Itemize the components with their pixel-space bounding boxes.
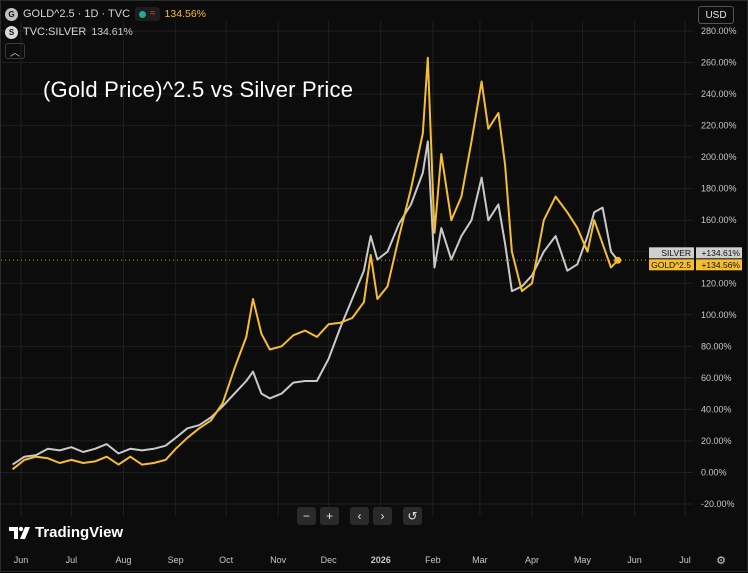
main-symbol-label: GOLD^2.5 · 1D · TVC xyxy=(23,8,131,20)
x-tick-label: Feb xyxy=(425,555,441,565)
tradingview-wordmark: TradingView xyxy=(35,524,124,541)
y-tick-label: 60.00% xyxy=(701,373,732,383)
tradingview-logo-icon xyxy=(9,526,30,539)
x-tick-label: Jun xyxy=(627,555,642,565)
x-tick-label: Dec xyxy=(321,555,338,565)
y-tick-label: 120.00% xyxy=(701,278,737,288)
zoom-in-button[interactable]: + xyxy=(320,507,339,525)
price-tag-name: GOLD^2.5 xyxy=(651,260,691,270)
price-tag-value-box xyxy=(696,247,742,259)
tradingview-brand[interactable]: TradingView xyxy=(9,524,123,541)
y-tick-label: 0.00% xyxy=(701,467,727,477)
x-tick-label: Jul xyxy=(679,555,691,565)
y-tick-label: 160.00% xyxy=(701,215,737,225)
x-tick-label: May xyxy=(574,555,592,565)
silver-series-line xyxy=(12,140,619,466)
price-tag-value: +134.56% xyxy=(701,260,740,270)
zoom-out-button[interactable]: − xyxy=(297,507,316,525)
x-tick-label: Jul xyxy=(66,555,78,565)
x-tick-label: Jun xyxy=(14,555,29,565)
y-tick-label: 200.00% xyxy=(701,152,737,162)
y-tick-label: 20.00% xyxy=(701,436,732,446)
silver-circle-icon: S xyxy=(5,25,18,39)
x-tick-label: Apr xyxy=(525,555,539,565)
silver-change-value: 134.61% xyxy=(91,26,133,38)
collapse-legend-button[interactable]: ︿ xyxy=(5,43,25,59)
silver-symbol-label: TVC:SILVER xyxy=(23,26,87,38)
price-tag-value-box xyxy=(696,259,742,271)
market-open-dot-icon xyxy=(139,10,147,18)
chevron-up-icon: ︿ xyxy=(10,47,20,59)
gold-last-point xyxy=(614,256,622,264)
x-tick-label: Oct xyxy=(219,555,234,565)
chart-title: (Gold Price)^2.5 vs Silver Price xyxy=(43,77,354,102)
y-tick-label: 240.00% xyxy=(701,89,737,99)
scroll-right-button[interactable]: › xyxy=(373,507,392,525)
x-tick-label: Aug xyxy=(116,555,132,565)
main-change-value: 134.56% xyxy=(164,8,206,20)
y-tick-label: 40.00% xyxy=(701,404,732,414)
y-tick-label: -20.00% xyxy=(701,499,735,509)
price-tag-name: SILVER xyxy=(661,248,691,258)
wave-icon: ≈ xyxy=(150,8,156,19)
scroll-left-button[interactable]: ‹ xyxy=(350,507,369,525)
reset-button[interactable]: ↺ xyxy=(403,507,422,525)
y-tick-label: 260.00% xyxy=(701,58,737,68)
x-tick-label: Sep xyxy=(168,555,184,565)
gold-series-line xyxy=(11,56,619,471)
x-tick-label: Mar xyxy=(472,555,488,565)
price-tag-name-box xyxy=(649,247,694,259)
currency-button[interactable]: USD xyxy=(698,6,734,24)
gear-icon[interactable]: ⚙ xyxy=(716,554,726,567)
y-tick-label: 220.00% xyxy=(701,121,737,131)
x-tick-label: 2026 xyxy=(371,555,391,565)
market-status-pill[interactable]: ≈ xyxy=(135,7,160,21)
y-tick-label: 180.00% xyxy=(701,184,737,194)
price-tag-value: +134.61% xyxy=(701,248,740,258)
y-tick-label: 280.00% xyxy=(701,26,737,36)
silver-symbol-legend[interactable]: S TVC:SILVER 134.61% xyxy=(5,24,133,40)
y-tick-label: 80.00% xyxy=(701,341,732,351)
price-tag-name-box xyxy=(649,259,694,271)
y-tick-label: 100.00% xyxy=(701,310,737,320)
main-symbol-legend[interactable]: G GOLD^2.5 · 1D · TVC ≈ 134.56% xyxy=(5,6,206,22)
x-tick-label: Nov xyxy=(270,555,287,565)
gold-circle-icon: G xyxy=(5,7,18,21)
